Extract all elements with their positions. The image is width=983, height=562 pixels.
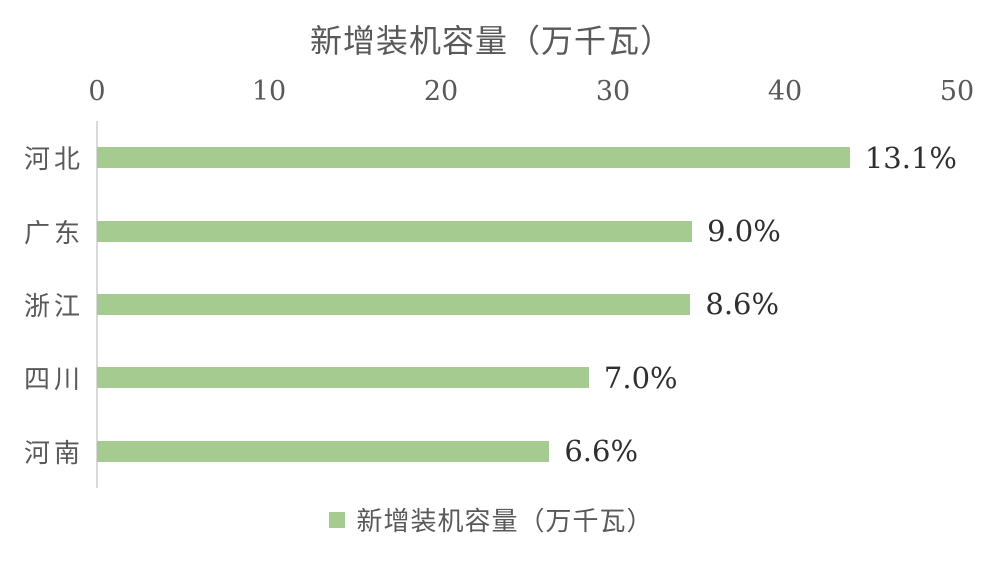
bar-track: 13.1%: [97, 121, 957, 194]
bar-row: 河南 6.6%: [0, 415, 983, 488]
x-axis-tick-label: 30: [595, 76, 631, 107]
bar: [97, 147, 850, 169]
bar-track: 8.6%: [97, 268, 957, 341]
data-label: 8.6%: [705, 287, 780, 322]
x-axis-tick-label: 10: [251, 76, 287, 107]
data-label: 9.0%: [707, 214, 781, 249]
category-label: 四川: [23, 365, 84, 396]
bar-track: 6.6%: [97, 415, 957, 488]
bar: [97, 440, 550, 462]
legend-swatch-icon: [329, 511, 346, 528]
legend: 新增装机容量（万千瓦）: [0, 501, 983, 538]
bar-row: 河北 13.1%: [0, 121, 983, 194]
bar-track: 7.0%: [97, 341, 957, 414]
category-label: 河北: [23, 145, 84, 176]
x-axis-tick-label: 20: [423, 76, 459, 107]
plot-area: 河北 13.1% 广东 9.0% 浙江 8.6% 四川 7.0% 河南 6.6%: [0, 121, 983, 488]
data-label: 6.6%: [564, 434, 639, 469]
legend-label: 新增装机容量（万千瓦）: [356, 507, 654, 537]
bar: [97, 220, 693, 242]
bar: [97, 293, 691, 315]
bar-row: 广东 9.0%: [0, 194, 983, 267]
data-label: 13.1%: [864, 140, 957, 175]
category-label: 广东: [23, 218, 84, 249]
bar-track: 9.0%: [97, 194, 957, 267]
data-label: 7.0%: [603, 360, 678, 395]
x-axis-tick-label: 40: [767, 76, 803, 107]
bar-rows: 河北 13.1% 广东 9.0% 浙江 8.6% 四川 7.0% 河南 6.6%: [0, 121, 983, 488]
x-axis-tick-label: 0: [88, 76, 106, 107]
bar-row: 四川 7.0%: [0, 341, 983, 414]
category-label: 河南: [23, 438, 84, 469]
bar: [97, 367, 589, 389]
bar-row: 浙江 8.6%: [0, 268, 983, 341]
category-label: 浙江: [23, 291, 84, 322]
chart-title: 新增装机容量（万千瓦）: [309, 22, 673, 60]
x-axis: 0 10 20 30 40 50: [0, 76, 983, 110]
x-axis-tick-label: 50: [939, 76, 975, 107]
